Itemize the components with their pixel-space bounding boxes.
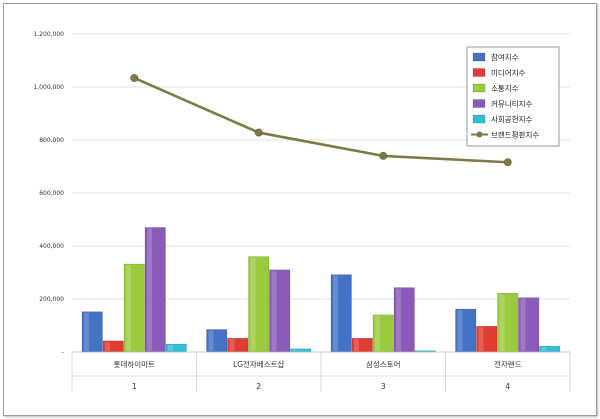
category-label: 전자랜드 [494,359,522,369]
legend-label: 소통지수 [491,84,519,93]
bar-highlight [541,347,547,351]
legend-swatch [472,68,486,77]
y-tick-label: 800,000 [39,137,64,144]
legend-swatch [472,99,486,108]
bar-highlight [457,310,463,351]
legend-label: 미디어지수 [491,68,526,78]
line-point [254,128,263,137]
bar-highlight [250,257,256,351]
bar-highlight [292,349,298,351]
line-path [133,76,508,164]
bar-highlight [84,312,89,351]
legend-label: 사회공헌지수 [491,115,532,124]
legend-swatch [472,114,486,124]
y-tick-label: 400,000 [39,243,64,250]
bar-highlight [499,294,505,351]
bar-highlight [208,330,214,351]
y-tick-label: 1,200,000 [33,31,64,38]
category-number: 3 [381,382,386,391]
legend-label: 참여지수 [491,52,519,62]
category-label: 롯데하이마트 [114,359,155,369]
line-point [379,151,388,160]
bar-highlight [375,315,380,351]
legend-box [466,46,560,147]
legend-line-marker [476,131,483,138]
y-tick-label: - [62,349,64,356]
bar-highlight [520,298,526,351]
y-tick-label: 600,000 [39,190,64,197]
y-tick-label: 1,000,000 [33,84,64,91]
category-number: 4 [505,382,510,391]
chart-frame: - 200,000 400,000 600,000 800,000 1,000,000 1,… [3,3,597,416]
line-series [130,74,512,167]
bar-highlight [229,339,235,351]
bar-highlight [105,341,110,351]
x-axis: 롯데하이마트 1 LG전자베스트샵 2 삼성스토어 3 전자랜드 4 [71,351,571,392]
bar-highlight [147,228,152,351]
category-label: 삼성스토어 [366,359,401,369]
line-point [130,74,139,82]
legend-swatch [472,83,486,93]
legend-label: 커뮤니티지수 [491,100,532,109]
y-tick-label: 200,000 [39,296,64,303]
category-number: 1 [132,382,137,391]
bar-highlight [478,327,484,351]
legend-swatch [472,52,486,62]
line-point [503,158,512,167]
bar-highlight [168,345,173,351]
y-axis-ticks: - 200,000 400,000 600,000 800,000 1,000,000 1,… [33,31,64,356]
legend-label: 브랜드평판지수 [491,130,539,140]
category-label: LG전자베스트샵 [233,359,284,369]
category-number: 2 [256,382,261,391]
bar-highlight [271,270,277,351]
bar-highlight [333,275,338,351]
bars [81,227,561,353]
chart-canvas: - 200,000 400,000 600,000 800,000 1,000,000 1,… [33,31,571,392]
bar-highlight [354,339,359,351]
bar-highlight [126,265,131,351]
bar-highlight [396,288,401,351]
